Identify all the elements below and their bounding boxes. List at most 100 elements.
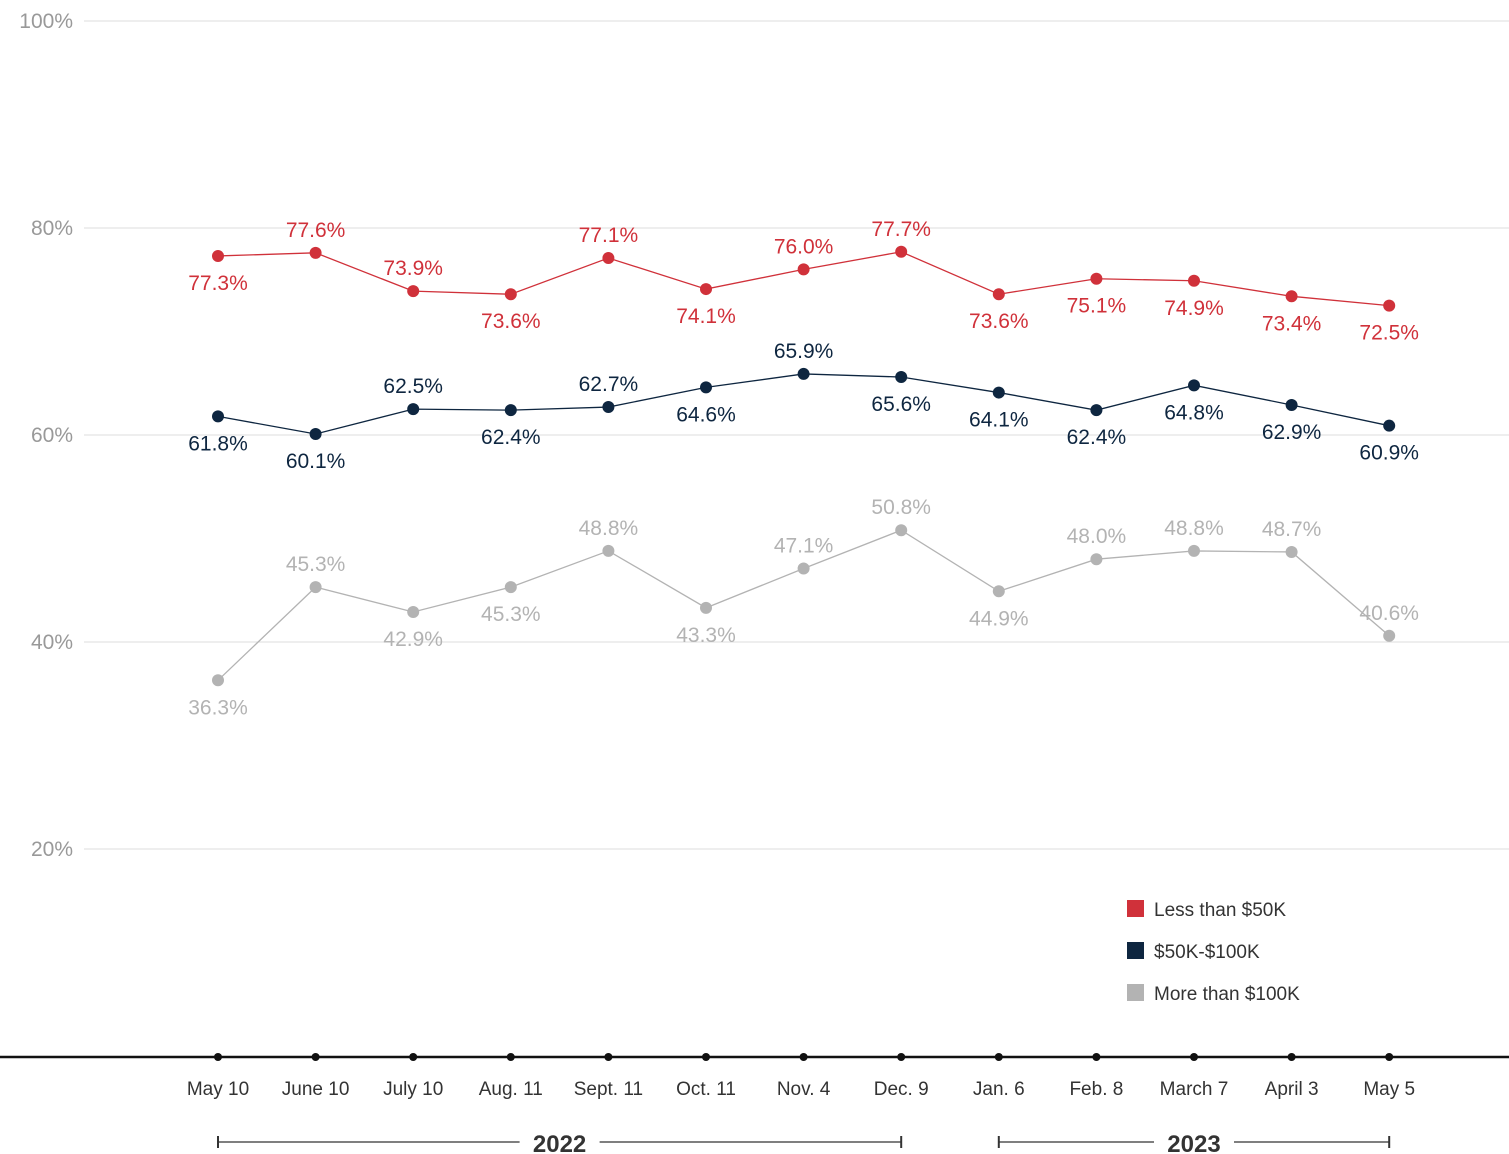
data-label: 73.6% xyxy=(481,310,541,333)
data-label: 36.3% xyxy=(188,696,248,719)
data-label: 77.3% xyxy=(188,272,248,295)
data-label: 50.8% xyxy=(871,496,931,519)
data-point xyxy=(895,245,908,258)
data-point xyxy=(992,288,1005,301)
data-label: 40.6% xyxy=(1359,602,1419,625)
data-label: 62.4% xyxy=(481,426,541,449)
x-tick-label: Oct. 11 xyxy=(676,1079,736,1100)
data-label: 77.1% xyxy=(579,224,639,247)
data-point xyxy=(1383,299,1396,312)
data-label: 62.9% xyxy=(1262,421,1322,444)
data-label: 48.8% xyxy=(1164,517,1224,540)
x-tick-dot xyxy=(1287,1053,1296,1061)
legend-swatch xyxy=(1127,900,1144,917)
data-label: 42.9% xyxy=(383,628,443,651)
data-label: 62.5% xyxy=(383,375,443,398)
data-label: 60.1% xyxy=(286,450,346,473)
data-point xyxy=(992,585,1005,598)
data-point xyxy=(1090,272,1103,285)
data-point xyxy=(895,371,908,384)
data-point xyxy=(407,403,420,416)
data-point xyxy=(407,285,420,298)
data-label: 45.3% xyxy=(286,553,346,576)
data-point xyxy=(309,581,322,594)
x-tick-label: Jan. 6 xyxy=(973,1079,1025,1100)
data-label: 48.8% xyxy=(579,517,639,540)
x-tick-dot xyxy=(1385,1053,1394,1061)
x-tick-label: April 3 xyxy=(1265,1079,1319,1100)
data-label: 47.1% xyxy=(774,535,834,558)
data-point xyxy=(212,674,224,687)
legend-label: More than $100K xyxy=(1154,984,1300,1005)
data-point xyxy=(212,249,224,262)
x-tick-label: Nov. 4 xyxy=(777,1079,831,1100)
data-label: 73.4% xyxy=(1262,312,1322,335)
x-tick-dot xyxy=(799,1053,808,1061)
data-point xyxy=(797,562,810,575)
data-labels: 77.3% 77.6% 73.9% 73.6% 77.1% 74.1% 76.0% 77.7%… xyxy=(188,218,1419,719)
x-tick-dot xyxy=(214,1053,222,1061)
data-label: 65.9% xyxy=(774,340,834,363)
data-point xyxy=(700,601,712,614)
x-tick-label: March 7 xyxy=(1160,1079,1229,1100)
data-label: 45.3% xyxy=(481,603,541,626)
year-brackets: 2022 2023 xyxy=(217,1131,1391,1154)
legend-swatch xyxy=(1127,942,1144,959)
data-point xyxy=(504,288,517,301)
x-tick-dot xyxy=(1092,1053,1101,1061)
data-point xyxy=(1188,274,1200,287)
data-point xyxy=(1285,290,1298,303)
data-label: 73.6% xyxy=(969,310,1029,333)
x-tick-label: Sept. 11 xyxy=(574,1079,643,1100)
data-label: 61.8% xyxy=(188,432,248,455)
x-tick-label: May 5 xyxy=(1363,1079,1415,1100)
data-point xyxy=(895,524,908,537)
data-point xyxy=(700,283,712,296)
data-point xyxy=(1188,544,1200,557)
data-label: 64.6% xyxy=(676,403,736,426)
data-label: 64.1% xyxy=(969,409,1029,432)
x-tick-dot xyxy=(506,1053,515,1061)
x-tick-label: June 10 xyxy=(282,1079,350,1100)
data-point xyxy=(797,367,810,380)
data-label: 77.7% xyxy=(871,218,931,241)
data-point xyxy=(309,427,322,440)
x-tick-label: July 10 xyxy=(383,1079,443,1100)
year-label: 2022 xyxy=(533,1131,586,1154)
data-point xyxy=(504,581,517,594)
data-label: 75.1% xyxy=(1067,295,1127,318)
y-tick-label: 20% xyxy=(31,838,73,861)
data-label: 44.9% xyxy=(969,607,1029,630)
data-label: 62.7% xyxy=(579,373,639,396)
data-label: 74.9% xyxy=(1164,297,1224,320)
data-point xyxy=(602,544,615,557)
data-label: 73.9% xyxy=(383,257,443,280)
legend-label: $50K-$100K xyxy=(1154,942,1260,963)
x-tick-dot xyxy=(994,1053,1003,1061)
legend-swatch xyxy=(1127,984,1144,1001)
data-label: 48.7% xyxy=(1262,518,1322,541)
x-tick-dot xyxy=(702,1053,710,1061)
x-tick-dot xyxy=(604,1053,613,1061)
x-tick-dot xyxy=(311,1053,320,1061)
data-label: 48.0% xyxy=(1067,525,1127,548)
year-label: 2023 xyxy=(1167,1131,1220,1154)
data-label: 62.4% xyxy=(1067,426,1127,449)
data-label: 74.1% xyxy=(676,305,736,328)
y-tick-label: 60% xyxy=(31,424,73,447)
data-point xyxy=(797,263,810,276)
y-axis-tick-labels: 20% 40% 60% 80% 100% xyxy=(19,10,73,861)
data-point xyxy=(1285,398,1298,411)
data-point xyxy=(1383,629,1396,642)
data-point xyxy=(1090,404,1103,417)
data-point xyxy=(504,404,517,417)
data-label: 77.6% xyxy=(286,219,346,242)
x-tick-label: Feb. 8 xyxy=(1069,1079,1123,1100)
x-axis: May 10 June 10 July 10 Aug. 11 Sept. 11 Oct. … xyxy=(0,1053,1509,1100)
y-tick-label: 100% xyxy=(19,10,73,33)
data-point xyxy=(407,605,420,618)
data-label: 65.6% xyxy=(871,393,931,416)
data-point xyxy=(1188,379,1200,392)
data-point xyxy=(992,386,1005,399)
